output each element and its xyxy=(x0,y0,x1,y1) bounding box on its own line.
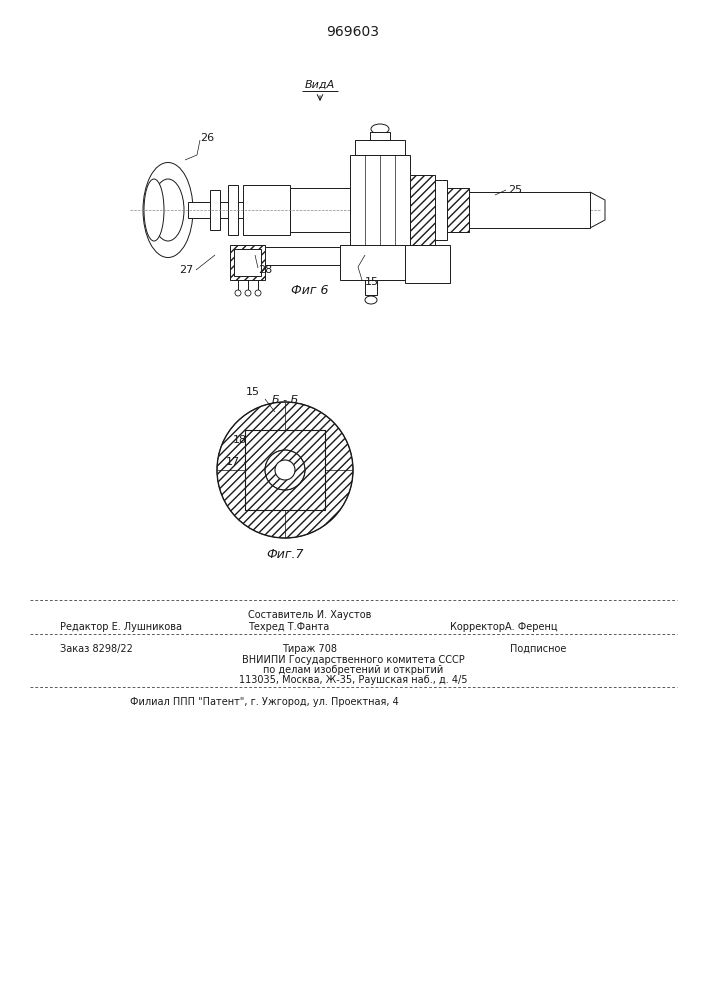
Bar xyxy=(405,245,450,283)
Circle shape xyxy=(255,290,261,296)
Text: Тираж 708: Тираж 708 xyxy=(283,644,337,654)
Bar xyxy=(365,265,377,295)
Text: КорректорА. Ференц: КорректорА. Ференц xyxy=(450,622,558,632)
Bar xyxy=(469,192,590,228)
Ellipse shape xyxy=(144,179,164,241)
Text: Заказ 8298/22: Заказ 8298/22 xyxy=(60,644,133,654)
Bar xyxy=(210,190,220,230)
Bar xyxy=(188,202,320,218)
Bar xyxy=(230,247,430,265)
Text: Подписное: Подписное xyxy=(510,644,566,654)
Ellipse shape xyxy=(371,124,389,134)
Text: Б - Б: Б - Б xyxy=(272,395,298,405)
Polygon shape xyxy=(243,185,290,235)
Text: Фиг 6: Фиг 6 xyxy=(291,284,329,296)
Ellipse shape xyxy=(143,162,193,257)
Text: Техред Т.Фанта: Техред Т.Фанта xyxy=(248,622,329,632)
Ellipse shape xyxy=(152,179,184,241)
Circle shape xyxy=(235,290,241,296)
Text: 15: 15 xyxy=(365,277,379,287)
Ellipse shape xyxy=(365,296,377,304)
Circle shape xyxy=(275,460,295,480)
Bar xyxy=(355,140,405,155)
Text: 25: 25 xyxy=(508,185,522,195)
Text: ВидА: ВидА xyxy=(305,80,335,90)
Bar xyxy=(234,249,261,276)
Bar xyxy=(435,180,447,240)
Bar xyxy=(228,185,238,235)
Text: Редактор Е. Лушникова: Редактор Е. Лушникова xyxy=(60,622,182,632)
Text: 28: 28 xyxy=(258,265,272,275)
Bar xyxy=(350,155,410,265)
Circle shape xyxy=(265,450,305,490)
Text: 27: 27 xyxy=(179,265,193,275)
Text: ВНИИПИ Государственного комитета СССР: ВНИИПИ Государственного комитета СССР xyxy=(242,655,464,665)
Bar xyxy=(230,245,265,280)
Circle shape xyxy=(217,402,353,538)
Bar xyxy=(370,132,390,140)
Polygon shape xyxy=(590,192,605,228)
Text: 969603: 969603 xyxy=(327,25,380,39)
Text: Составитель И. Хаустов: Составитель И. Хаустов xyxy=(248,610,372,620)
Text: Фиг.7: Фиг.7 xyxy=(267,548,304,562)
Bar xyxy=(410,175,435,245)
Bar xyxy=(245,430,325,510)
Text: 18: 18 xyxy=(233,435,247,445)
Text: Филиал ППП "Патент", г. Ужгород, ул. Проектная, 4: Филиал ППП "Патент", г. Ужгород, ул. Про… xyxy=(130,697,399,707)
Text: 17: 17 xyxy=(226,457,240,467)
Text: 113035, Москва, Ж-35, Раушская наб., д. 4/5: 113035, Москва, Ж-35, Раушская наб., д. … xyxy=(239,675,467,685)
Bar xyxy=(290,188,350,232)
Text: 26: 26 xyxy=(200,133,214,143)
Text: по делам изобретений и открытий: по делам изобретений и открытий xyxy=(263,665,443,675)
Bar xyxy=(340,245,430,280)
Bar xyxy=(245,430,325,510)
Text: 15: 15 xyxy=(246,387,260,397)
Circle shape xyxy=(245,290,251,296)
Bar xyxy=(447,188,469,232)
